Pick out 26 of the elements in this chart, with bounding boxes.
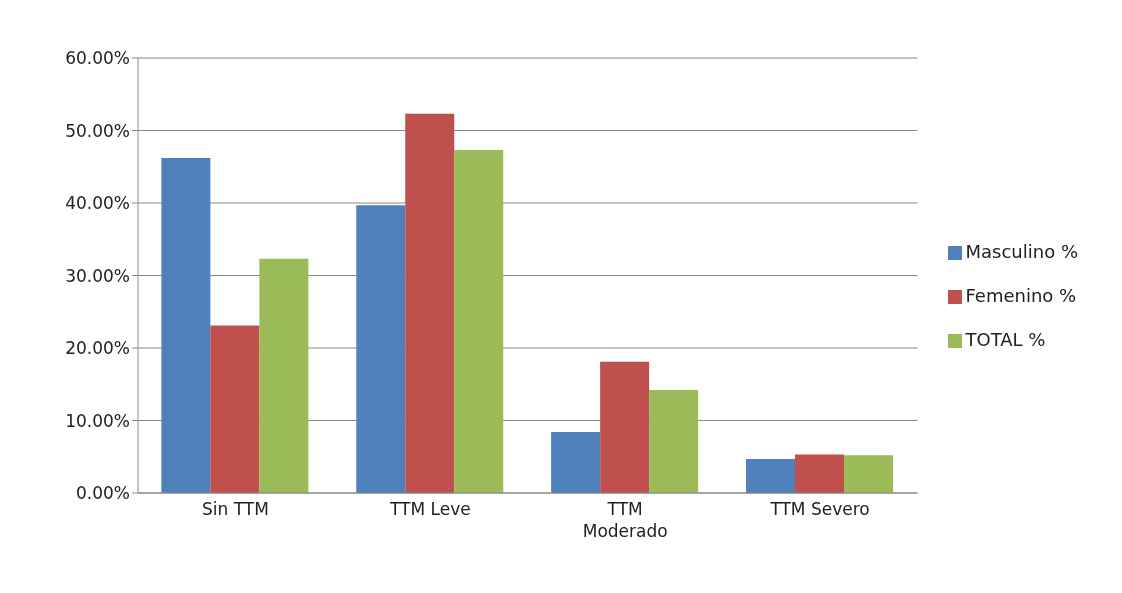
x-tick-label: Sin TTM [202, 499, 269, 519]
x-tick-label: TTM Severo [769, 499, 870, 519]
legend-label: TOTAL % [965, 328, 1046, 350]
bar [454, 150, 504, 493]
bar [746, 458, 796, 493]
y-tick-label: 40.00% [65, 193, 130, 214]
legend-label: Femenino % [965, 284, 1077, 306]
y-tick-label: 60.00% [65, 48, 130, 69]
bar [649, 390, 699, 493]
bar [844, 455, 894, 493]
bar [356, 205, 406, 493]
y-tick-label: 10.00% [65, 410, 130, 431]
bar [405, 113, 455, 493]
bar [161, 158, 211, 493]
y-tick-label: 20.00% [65, 338, 130, 359]
y-tick-label: 30.00% [65, 265, 130, 286]
x-tick-label: TTM Moderado [582, 499, 668, 541]
y-tick-label: 50.00% [65, 120, 130, 141]
bar [259, 258, 309, 493]
bar [551, 432, 601, 493]
legend-label: Masculino % [965, 240, 1078, 262]
bar [210, 325, 260, 493]
x-tick-label: TTM Leve [388, 499, 471, 519]
bar [795, 454, 845, 493]
bar [600, 361, 650, 493]
y-tick-label: 0.00% [75, 483, 130, 504]
